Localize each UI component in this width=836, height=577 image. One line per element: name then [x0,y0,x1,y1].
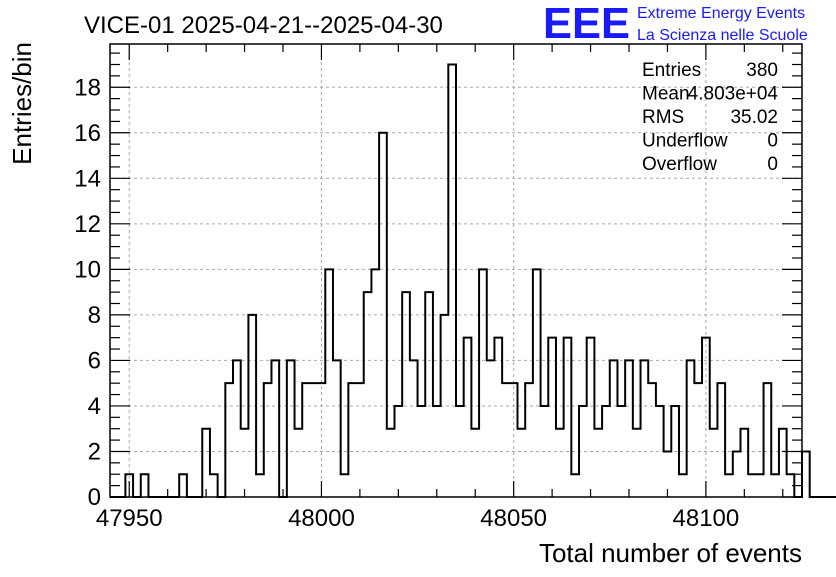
stats-label: Mean [642,84,690,105]
stats-label: Entries [642,60,701,81]
histogram-series [110,63,836,498]
y-tick-label: 6 [88,347,101,374]
y-tick-label: 12 [74,211,101,238]
logo-mark: EEE [543,0,630,48]
plot-frame [109,43,803,498]
stats-label: RMS [642,107,684,128]
x-tick-label: 48050 [480,505,547,532]
logo-line-1: Extreme Energy Events [637,5,805,22]
stats-value: 380 [746,60,778,81]
logo-line-2: La Scienza nelle Scuole [637,27,808,44]
stats-value: 0 [767,154,778,175]
y-tick-label: 10 [74,256,101,283]
y-tick-label: 14 [74,165,101,192]
y-axis-label: Entries/bin [7,42,37,165]
tick-labels: 47950 48000 48050 48100 0 2 4 6 8 10 12 14 16 18 [74,74,739,532]
y-tick-label: 18 [74,74,101,101]
y-tick-label: 8 [88,302,101,329]
y-tick-label: 2 [88,438,101,465]
x-axis-label: Total number of events [539,538,802,568]
chart-title: VICE-01 2025-04-21--2025-04-30 [84,12,443,39]
x-tick-label: 48100 [673,505,740,532]
eee-logo: EEE Extreme Energy Events La Scienza nel… [543,0,808,48]
axes [109,43,803,498]
stats-value: 4.803e+04 [688,84,779,105]
stats-label: Overflow [642,154,717,175]
y-tick-label: 0 [88,484,101,511]
y-tick-label: 16 [74,120,101,147]
x-tick-label: 47950 [96,505,163,532]
y-tick-label: 4 [88,393,101,420]
stats-value: 0 [767,131,778,152]
x-tick-label: 48000 [288,505,355,532]
stats-value: 35.02 [730,107,778,128]
stats-label: Underflow [642,131,728,152]
